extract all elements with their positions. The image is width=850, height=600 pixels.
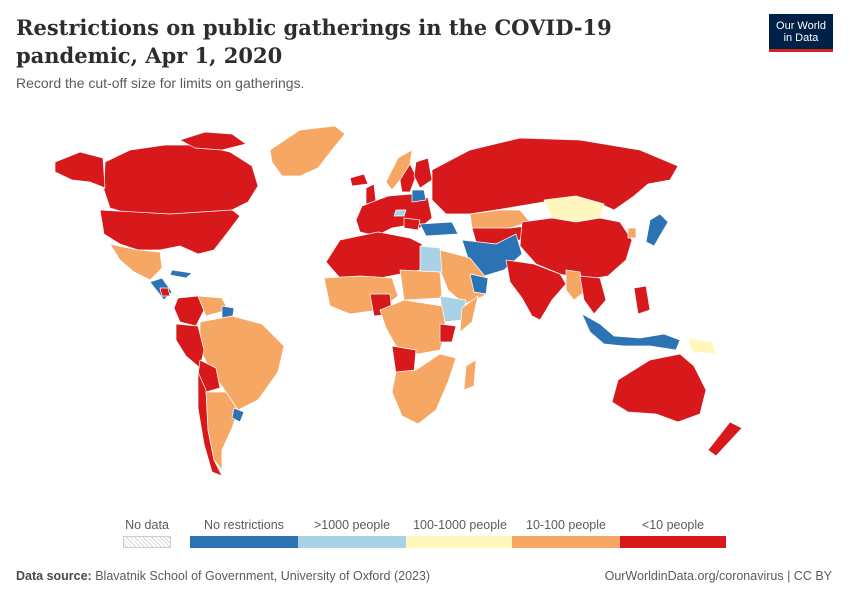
region-usa[interactable]	[99, 209, 241, 255]
legend-swatch-10-100[interactable]	[512, 536, 620, 548]
region-mexico[interactable]	[109, 243, 163, 281]
region-greenland[interactable]	[269, 125, 346, 177]
footer-link[interactable]: OurWorldinData.org/coronavirus | CC BY	[604, 569, 832, 583]
region-sudan[interactable]	[399, 269, 443, 301]
region-iceland[interactable]	[349, 173, 369, 187]
region-uruguay[interactable]	[231, 407, 245, 423]
region-indochina[interactable]	[579, 275, 607, 315]
region-canada[interactable]	[103, 144, 259, 215]
owid-logo[interactable]: Our World in Data	[769, 14, 833, 52]
region-cuba[interactable]	[169, 269, 193, 279]
region-angola[interactable]	[391, 345, 417, 375]
legend-label-no-restrictions: No restrictions	[204, 518, 284, 532]
region-philippines[interactable]	[633, 285, 651, 315]
legend-swatch-no-restrictions[interactable]	[190, 536, 298, 548]
region-argentina[interactable]	[205, 391, 239, 471]
legend-label-under-10: <10 people	[641, 518, 705, 532]
region-korea[interactable]	[627, 227, 637, 239]
region-turkey[interactable]	[419, 221, 459, 237]
region-myanmar[interactable]	[565, 269, 585, 301]
region-egypt[interactable]	[419, 245, 443, 273]
legend-no-data-label: No data	[125, 518, 169, 532]
region-somalia[interactable]	[459, 295, 479, 333]
region-oman[interactable]	[469, 273, 489, 295]
region-kenya[interactable]	[439, 323, 457, 343]
region-china[interactable]	[519, 217, 633, 281]
data-source: Data source: Blavatnik School of Governm…	[16, 569, 430, 583]
region-australia[interactable]	[611, 353, 707, 423]
legend-no-data-swatch[interactable]	[123, 536, 171, 548]
legend-label-over-1000: >1000 people	[313, 518, 391, 532]
data-source-label: Data source:	[16, 569, 92, 583]
region-austria[interactable]	[393, 209, 407, 217]
region-png[interactable]	[687, 337, 717, 355]
logo-line-1: Our World	[776, 19, 826, 32]
region-new-zealand[interactable]	[707, 421, 743, 457]
world-map	[54, 125, 743, 477]
legend-swatch-100-1000[interactable]	[406, 536, 514, 548]
region-arctic-islands[interactable]	[179, 131, 247, 151]
region-indonesia[interactable]	[581, 313, 681, 351]
region-belarus[interactable]	[411, 189, 427, 203]
legend-swatch-over-1000[interactable]	[298, 536, 406, 548]
region-japan[interactable]	[645, 213, 669, 247]
legend-swatch-under-10[interactable]	[620, 536, 726, 548]
region-finland[interactable]	[413, 157, 433, 189]
region-nicaragua[interactable]	[159, 287, 171, 297]
legend-label-100-1000: 100-1000 people	[413, 518, 507, 532]
region-india[interactable]	[505, 259, 567, 321]
data-source-text: Blavatnik School of Government, Universi…	[95, 569, 431, 583]
chart-title: Restrictions on public gatherings in the…	[16, 15, 612, 68]
region-southern-africa[interactable]	[391, 353, 457, 425]
region-central-africa[interactable]	[379, 299, 447, 355]
region-sweden[interactable]	[399, 163, 417, 193]
region-madagascar[interactable]	[463, 359, 477, 391]
logo-line-2: in Data	[783, 31, 819, 44]
region-balkans[interactable]	[403, 217, 421, 231]
legend-label-10-100: 10-100 people	[526, 518, 606, 532]
chart-subtitle: Record the cut-off size for limits on ga…	[16, 75, 305, 91]
region-alaska[interactable]	[54, 151, 106, 189]
